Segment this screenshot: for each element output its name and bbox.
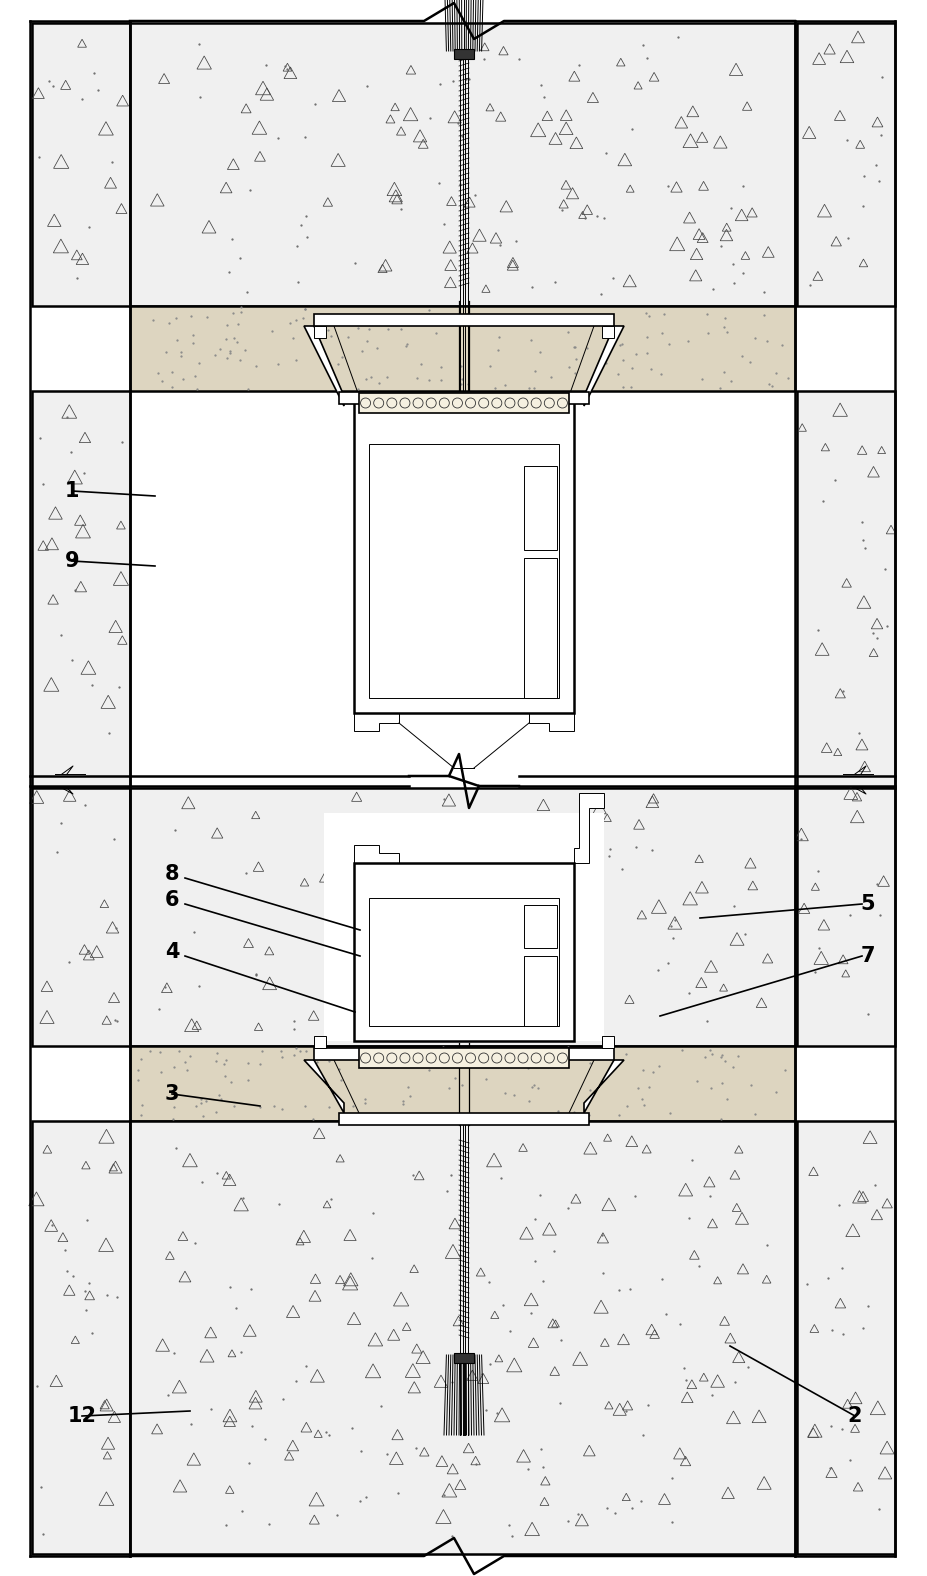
Bar: [524, 466, 556, 550]
Bar: [338, 392, 589, 403]
Bar: [130, 788, 794, 1046]
Polygon shape: [528, 712, 574, 731]
Bar: [602, 1035, 614, 1048]
Polygon shape: [304, 326, 344, 407]
Bar: [130, 24, 794, 306]
Polygon shape: [583, 326, 623, 407]
Bar: [353, 399, 574, 712]
Bar: [130, 788, 794, 1046]
Polygon shape: [583, 1061, 623, 1113]
Polygon shape: [353, 712, 399, 731]
Polygon shape: [353, 845, 399, 864]
Text: 2: 2: [847, 1406, 861, 1426]
Text: 6: 6: [165, 890, 179, 909]
Bar: [796, 1121, 894, 1554]
Bar: [32, 24, 130, 306]
Text: 4: 4: [165, 942, 179, 961]
Bar: [130, 306, 794, 391]
Bar: [32, 391, 130, 788]
Bar: [130, 391, 794, 788]
Bar: [353, 864, 574, 1042]
Text: 5: 5: [859, 894, 874, 914]
Bar: [130, 1046, 794, 1121]
Bar: [313, 1035, 325, 1048]
Polygon shape: [304, 1061, 344, 1113]
Bar: [453, 49, 474, 58]
Bar: [524, 955, 556, 1026]
Bar: [369, 898, 558, 1026]
Bar: [32, 1121, 130, 1554]
Text: 1: 1: [65, 481, 79, 501]
Bar: [324, 399, 603, 763]
Bar: [313, 326, 325, 337]
Bar: [313, 1048, 614, 1061]
Text: 9: 9: [65, 552, 79, 571]
Text: 3: 3: [165, 1084, 179, 1105]
Text: 7: 7: [860, 946, 874, 966]
Bar: [524, 905, 556, 947]
Bar: [453, 1354, 474, 1363]
Bar: [359, 1048, 568, 1069]
Bar: [324, 813, 603, 1042]
Bar: [313, 314, 614, 326]
Bar: [796, 788, 894, 1046]
Bar: [32, 788, 130, 1046]
Bar: [524, 558, 556, 698]
Bar: [338, 1113, 589, 1125]
Polygon shape: [574, 793, 603, 864]
Bar: [602, 326, 614, 337]
Text: 8: 8: [165, 864, 179, 884]
Bar: [369, 444, 558, 698]
Bar: [796, 24, 894, 306]
Bar: [130, 1121, 794, 1554]
Bar: [359, 392, 568, 413]
Bar: [796, 391, 894, 788]
Text: 12: 12: [68, 1406, 96, 1426]
